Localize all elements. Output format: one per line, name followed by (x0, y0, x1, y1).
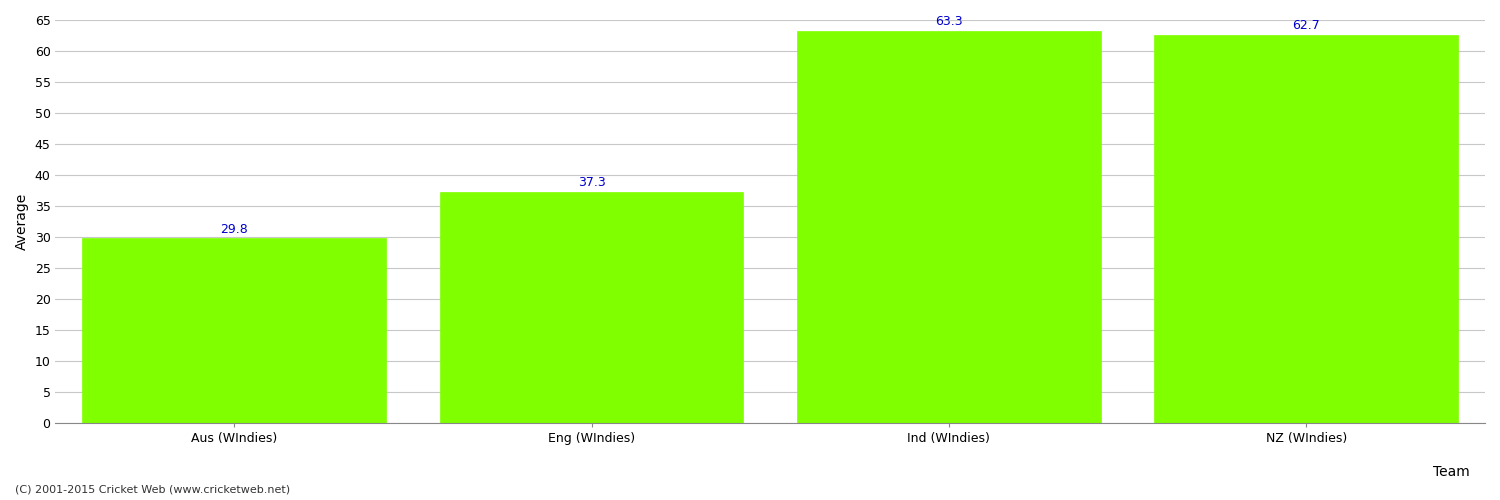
Bar (82, 238, 386, 423)
Text: 63.3: 63.3 (934, 16, 963, 28)
Bar (796, 31, 1101, 423)
Bar (1155, 34, 1458, 423)
Y-axis label: Average: Average (15, 193, 28, 250)
Bar (440, 192, 744, 423)
Text: 37.3: 37.3 (578, 176, 606, 190)
Text: 29.8: 29.8 (220, 223, 248, 236)
Text: 62.7: 62.7 (1293, 19, 1320, 32)
Text: Team: Team (1434, 465, 1470, 479)
Text: (C) 2001-2015 Cricket Web (www.cricketweb.net): (C) 2001-2015 Cricket Web (www.cricketwe… (15, 485, 290, 495)
